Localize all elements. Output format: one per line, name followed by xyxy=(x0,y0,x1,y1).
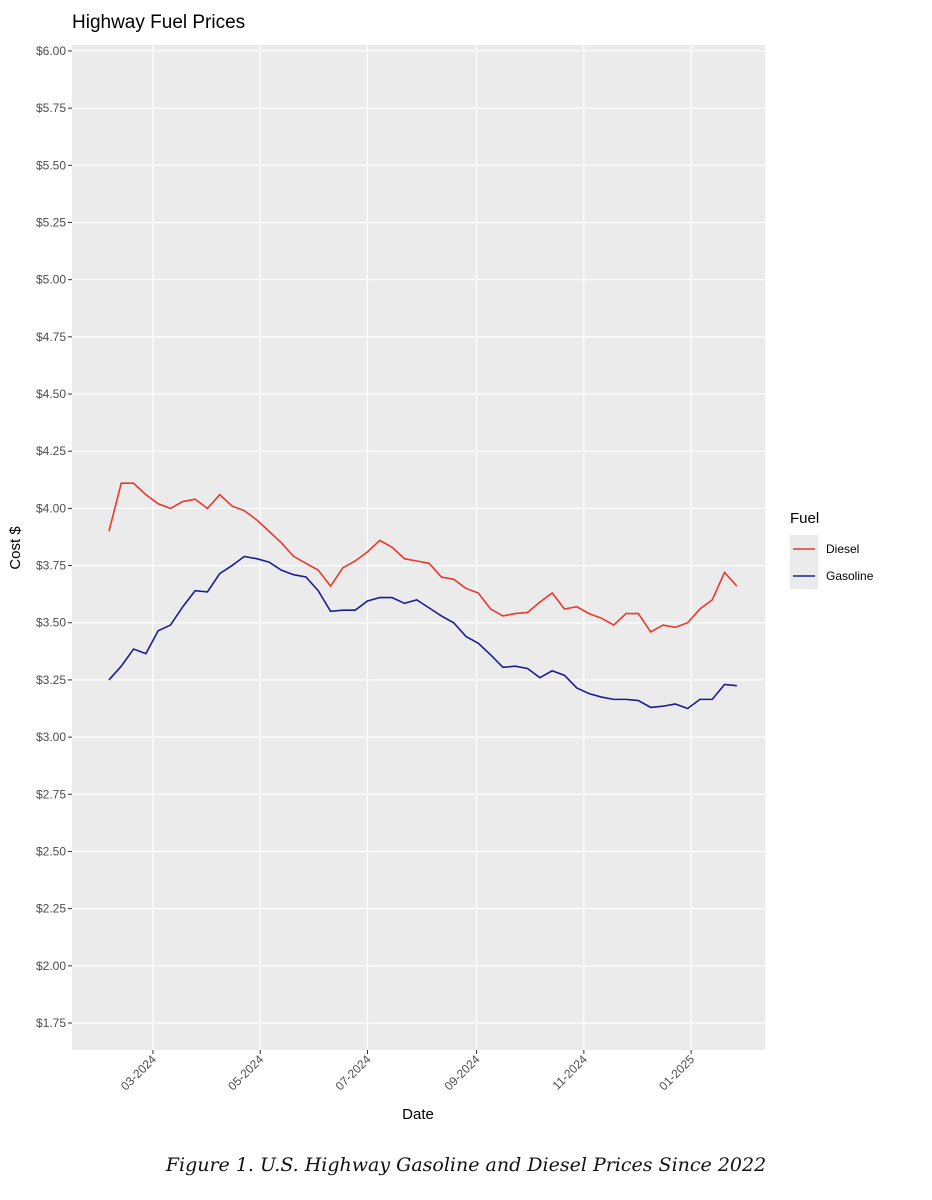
series-line xyxy=(108,555,737,710)
y-tick-label: $3.25 xyxy=(36,673,66,687)
y-tick-label: $3.50 xyxy=(36,616,66,630)
y-tick-label: $4.50 xyxy=(36,387,66,401)
y-tick-label: $5.50 xyxy=(36,158,66,172)
series-line xyxy=(108,482,738,633)
legend-label: Diesel xyxy=(826,542,859,556)
y-axis-label: Cost $ xyxy=(7,526,24,570)
x-tick-label: 05-2024 xyxy=(225,1052,266,1093)
y-tick-label: $2.00 xyxy=(36,959,66,973)
y-tick-label: $2.50 xyxy=(36,844,66,858)
chart-title: Highway Fuel Prices xyxy=(72,12,245,33)
y-tick-label: $5.25 xyxy=(36,215,66,229)
x-tick-label: 03-2024 xyxy=(118,1052,159,1093)
y-tick-label: $2.25 xyxy=(36,902,66,916)
x-axis-label: Date xyxy=(402,1106,434,1123)
y-tick-label: $1.75 xyxy=(36,1016,66,1030)
panel xyxy=(72,45,765,1050)
y-tick-label: $4.75 xyxy=(36,330,66,344)
y-tick-label: $3.75 xyxy=(36,559,66,573)
x-tick-label: 11-2024 xyxy=(550,1052,591,1093)
x-tick-label: 09-2024 xyxy=(442,1052,483,1093)
legend-title: Fuel xyxy=(790,510,819,527)
y-tick-label: $4.25 xyxy=(36,444,66,458)
legend-keys xyxy=(790,535,818,589)
y-tick-label: $5.00 xyxy=(36,273,66,287)
legend-label: Gasoline xyxy=(826,569,874,583)
caption: Figure 1. U.S. Highway Gasoline and Dies… xyxy=(165,1154,766,1176)
x-tick-label: 01-2025 xyxy=(656,1052,697,1093)
x-tick-label: 07-2024 xyxy=(333,1052,374,1093)
y-tick-label: $5.75 xyxy=(36,101,66,115)
y-tick-label: $4.00 xyxy=(36,501,66,515)
y-tick-label: $2.75 xyxy=(36,787,66,801)
y-tick-label: $3.00 xyxy=(36,730,66,744)
y-tick-label: $6.00 xyxy=(36,44,66,58)
